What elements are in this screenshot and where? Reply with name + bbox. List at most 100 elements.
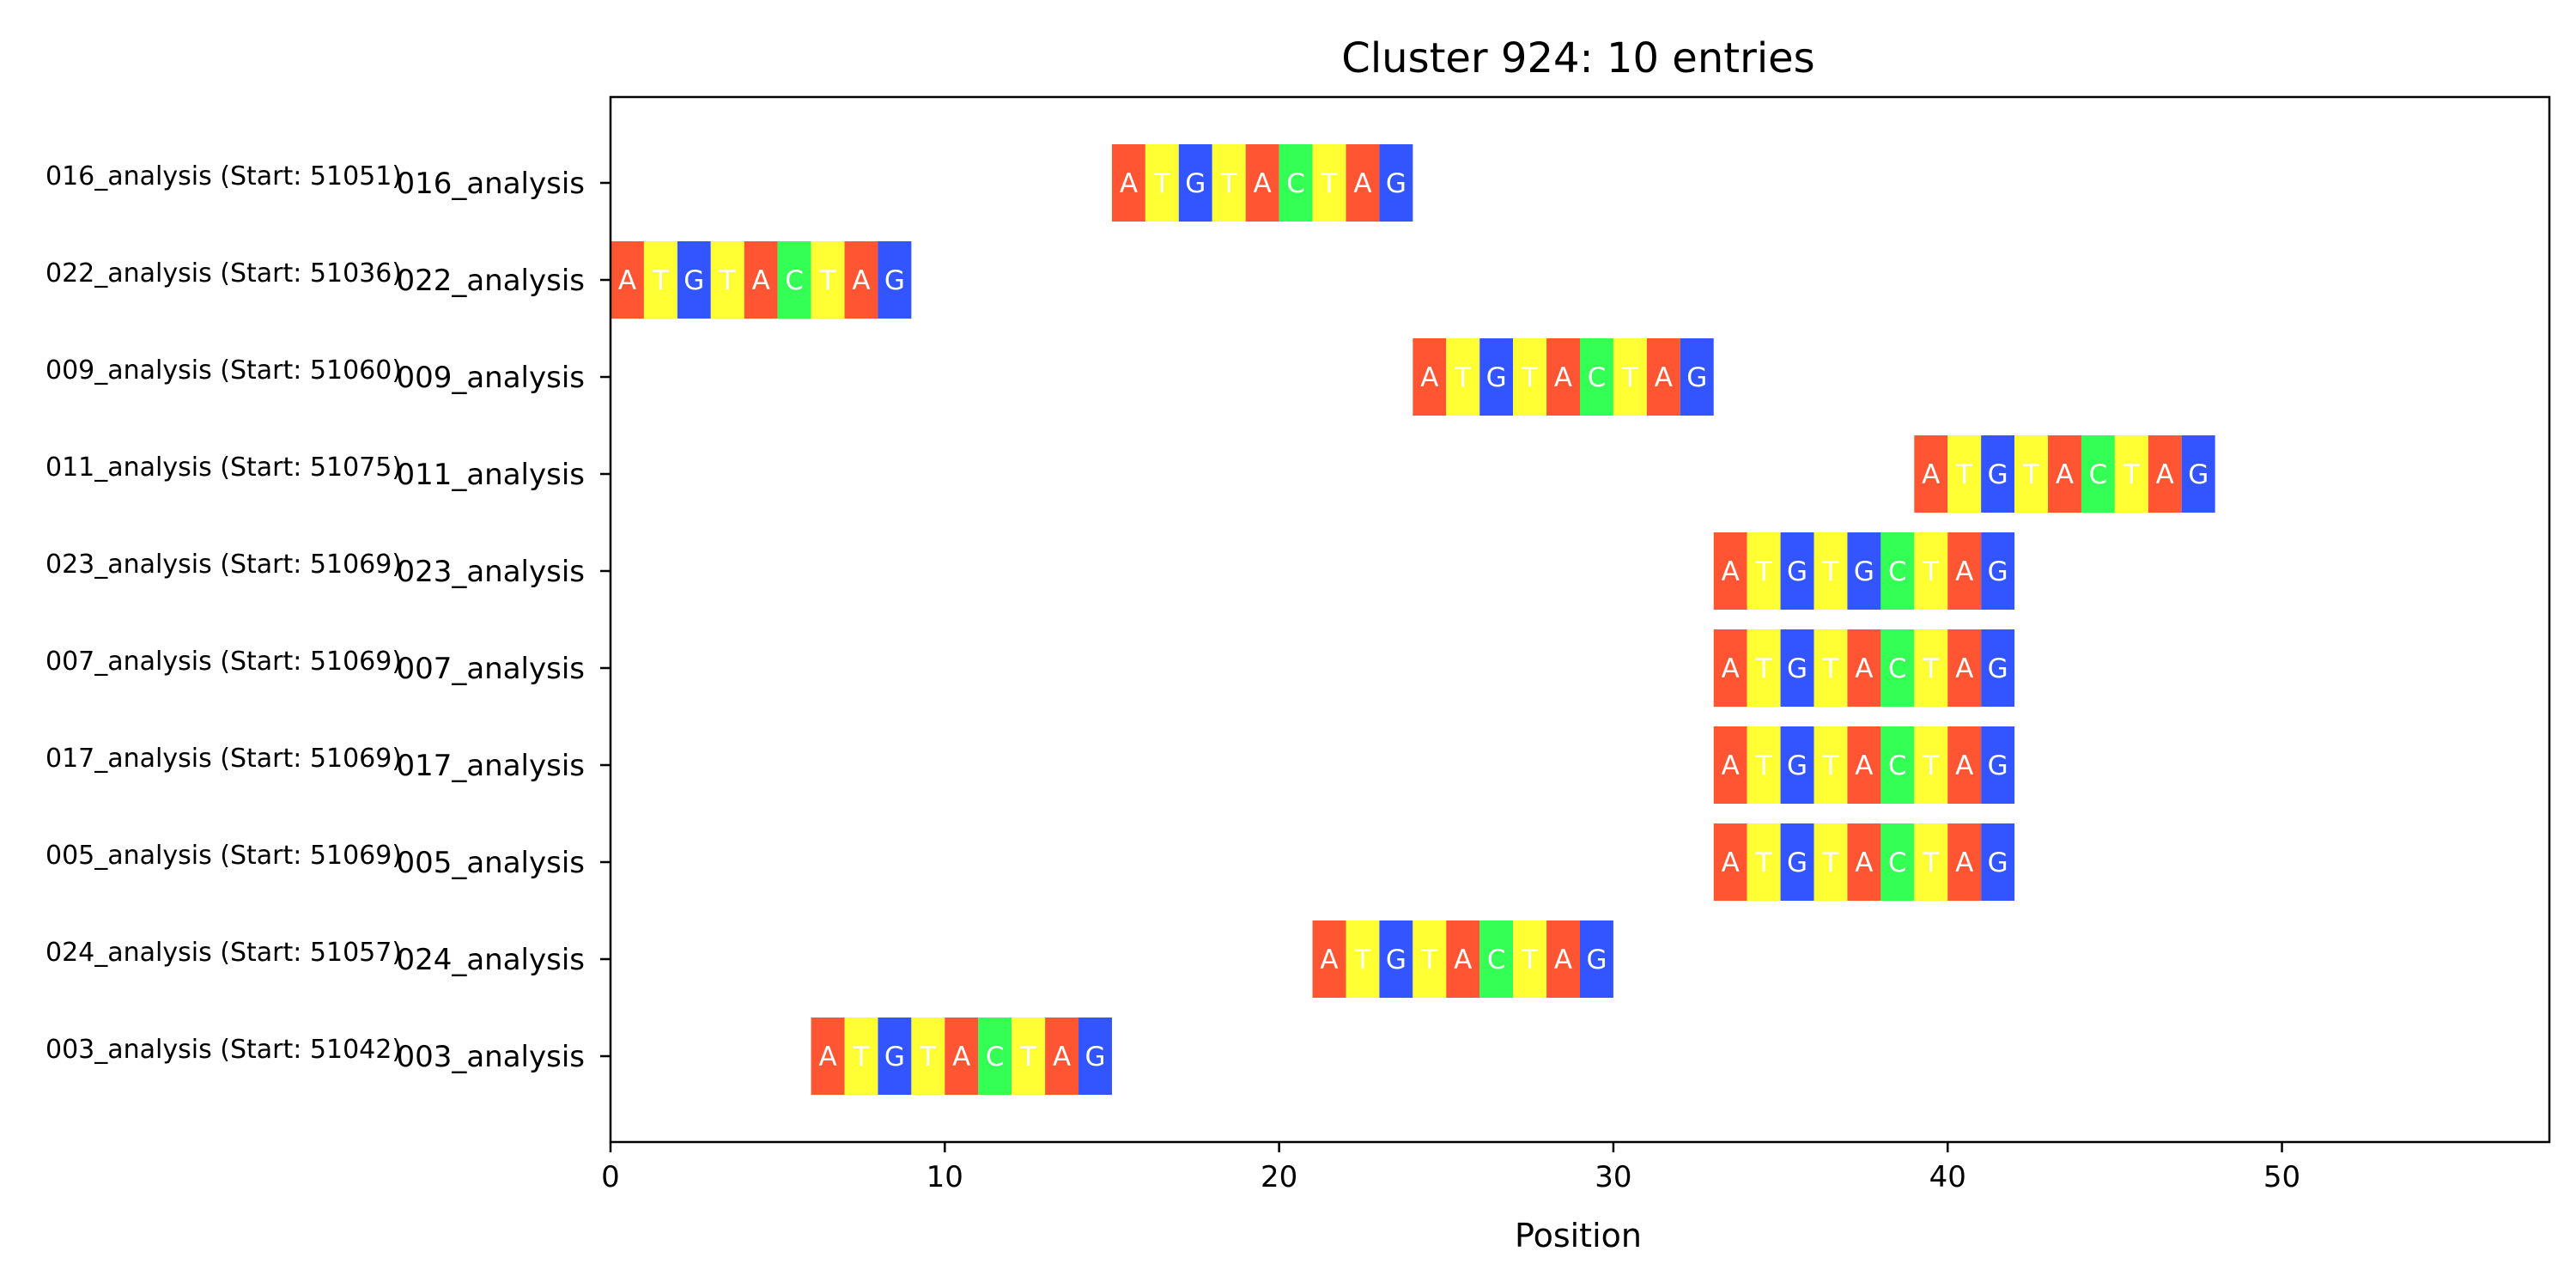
base-letter: T — [919, 1042, 937, 1072]
base-cell — [1713, 726, 1747, 804]
base-letter: A — [1554, 945, 1572, 975]
base-letter: G — [1988, 459, 2008, 490]
base-cell — [1914, 435, 1948, 513]
base-letter: A — [1955, 848, 1973, 878]
base-cell — [1981, 532, 2015, 610]
base-cell — [1880, 532, 1915, 610]
base-letter: G — [1787, 750, 1807, 781]
base-letter: T — [1755, 653, 1773, 684]
base-letter: A — [1955, 653, 1973, 684]
base-cell — [844, 241, 878, 319]
base-letter: A — [2156, 459, 2174, 490]
base-letter: C — [1487, 945, 1506, 975]
base-letter: G — [1854, 556, 1874, 587]
base-letter: T — [1755, 750, 1773, 781]
base-letter: T — [1822, 556, 1840, 587]
base-cell — [2048, 435, 2081, 513]
base-cell — [1379, 144, 1413, 222]
base-cell — [1346, 144, 1380, 222]
base-letter: G — [1787, 556, 1807, 587]
base-cell — [1346, 920, 1380, 998]
base-cell — [1078, 1018, 1112, 1095]
base-letter: C — [2089, 459, 2108, 490]
plot-marks: A T G T A C T A GA T G T A C T A GA T G T A C T A GA T G T A C T A GA T G T… — [611, 144, 2215, 1095]
x-tick-label: 0 — [601, 1160, 620, 1194]
base-letter: A — [1855, 653, 1873, 684]
base-cell — [1947, 823, 1982, 901]
base-cell — [710, 241, 744, 319]
base-letter: T — [2123, 459, 2141, 490]
row-start-label: 024_analysis (Start: 51057) — [46, 938, 402, 968]
base-cell — [1947, 629, 1982, 707]
base-cell — [2114, 435, 2148, 513]
base-letter: T — [1822, 653, 1840, 684]
base-cell — [1914, 532, 1948, 610]
base-letter: G — [1486, 362, 1507, 393]
base-cell — [1981, 435, 2015, 513]
x-axis-label: Position — [1515, 1217, 1642, 1255]
base-cell — [1479, 338, 1514, 416]
row-start-label: 017_analysis (Start: 51069) — [46, 744, 402, 774]
base-cell — [911, 1018, 945, 1095]
base-letter: C — [1888, 848, 1907, 878]
base-cell — [1880, 629, 1915, 707]
row-start-label: 016_analysis (Start: 51051) — [46, 161, 402, 191]
base-cell — [1747, 726, 1781, 804]
base-cell — [677, 241, 711, 319]
base-letter: A — [818, 1042, 836, 1072]
base-letter: G — [1686, 362, 1707, 393]
base-letter: A — [1722, 556, 1740, 587]
base-cell — [1780, 726, 1814, 804]
base-cell — [777, 241, 811, 319]
x-tick-label: 30 — [1595, 1160, 1631, 1194]
base-cell — [1546, 920, 1580, 998]
base-cell — [1914, 726, 1948, 804]
base-cell — [1981, 726, 2015, 804]
base-letter: C — [1286, 168, 1305, 199]
base-letter: G — [1988, 848, 2008, 878]
x-tick-label: 10 — [927, 1160, 963, 1194]
base-cell — [1446, 920, 1480, 998]
base-letter: A — [1955, 750, 1973, 781]
row-start-label: 011_analysis (Start: 51075) — [46, 453, 402, 483]
base-cell — [1680, 338, 1714, 416]
base-letter: A — [1320, 945, 1338, 975]
base-cell — [1780, 823, 1814, 901]
base-letter: T — [1153, 168, 1171, 199]
base-letter: A — [1722, 750, 1740, 781]
y-tick-label: 016_analysis — [396, 167, 585, 201]
base-cell — [1312, 144, 1346, 222]
base-cell — [1747, 823, 1781, 901]
base-letter: A — [1053, 1042, 1071, 1072]
row-start-label: 003_analysis (Start: 51042) — [46, 1035, 402, 1065]
base-letter: T — [652, 265, 670, 296]
base-cell — [1780, 629, 1814, 707]
base-cell — [1513, 920, 1547, 998]
base-letter: A — [1655, 362, 1673, 393]
base-letter: A — [1554, 362, 1572, 393]
base-cell — [1814, 726, 1848, 804]
base-letter: A — [1722, 653, 1740, 684]
base-cell — [1847, 532, 1881, 610]
base-cell — [1111, 144, 1145, 222]
base-letter: T — [1621, 362, 1639, 393]
base-cell — [1880, 823, 1915, 901]
base-cell — [1713, 532, 1747, 610]
y-tick-label: 017_analysis — [396, 749, 585, 783]
base-letter: T — [1755, 848, 1773, 878]
base-cell — [1513, 338, 1547, 416]
base-letter: C — [1888, 556, 1907, 587]
base-letter: T — [719, 265, 737, 296]
base-letter: T — [1420, 945, 1438, 975]
base-letter: C — [785, 265, 804, 296]
base-cell — [1981, 823, 2015, 901]
base-letter: C — [1588, 362, 1607, 393]
base-cell — [2014, 435, 2049, 513]
y-tick-label: 005_analysis — [396, 846, 585, 880]
base-letter: G — [2188, 459, 2208, 490]
